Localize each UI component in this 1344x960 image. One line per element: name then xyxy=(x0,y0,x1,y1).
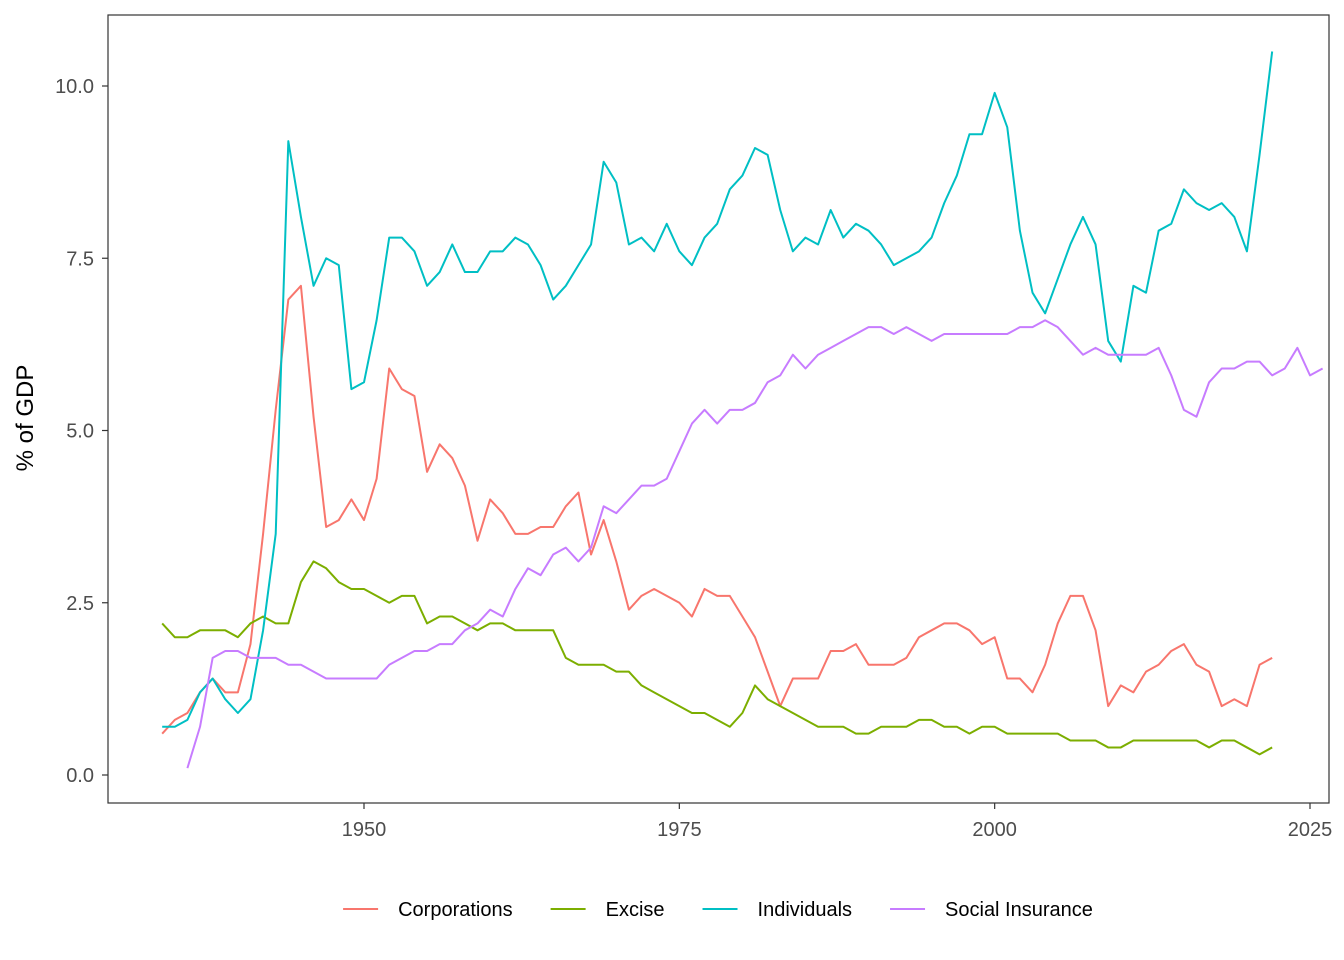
plot-panel-border xyxy=(107,14,1330,804)
legend: Corporations Excise Individuals Social Insu… xyxy=(343,899,1093,921)
series-line-social-insurance xyxy=(186,319,1324,769)
y-tick-label: 10.0 xyxy=(55,76,94,98)
legend-label-individuals: Individuals xyxy=(758,899,853,921)
legend-label-social-insurance: Social Insurance xyxy=(945,899,1093,921)
legend-label-excise: Excise xyxy=(606,899,665,921)
y-tick-label: 2.5 xyxy=(66,593,94,615)
y-tick-label: 7.5 xyxy=(66,248,94,270)
y-tick-label: 0.0 xyxy=(66,765,94,787)
x-tick-label: 1975 xyxy=(657,819,702,841)
y-axis-title: % of GDP xyxy=(12,365,39,472)
series-line-corporations xyxy=(161,284,1273,735)
x-tick-label: 1950 xyxy=(342,819,387,841)
x-tick-label: 2000 xyxy=(972,819,1017,841)
series-line-excise xyxy=(161,560,1273,756)
series-line-individuals xyxy=(162,51,1274,728)
legend-label-corporations: Corporations xyxy=(398,899,513,921)
x-tick-label: 2025 xyxy=(1288,819,1333,841)
y-tick-label: 5.0 xyxy=(66,421,94,443)
